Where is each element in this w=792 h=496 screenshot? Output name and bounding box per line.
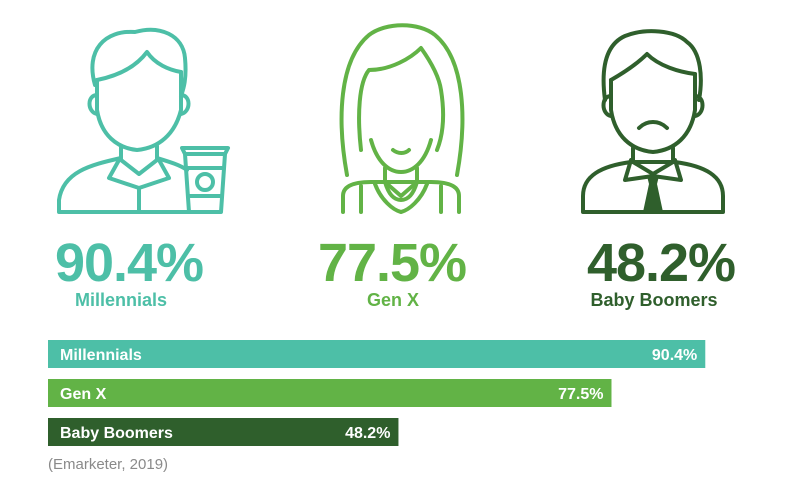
boomers-percentage: 48.2%: [586, 233, 736, 293]
bar-category-label-gen-x: Gen X: [60, 386, 107, 403]
bar-gen-x: [48, 379, 612, 407]
bar-value-label-millennials: 90.4%: [652, 347, 697, 364]
millennial-man-with-coffee-icon: [57, 27, 230, 214]
gen-x-woman-icon: [339, 23, 465, 214]
bar-value-label-baby-boomers: 48.2%: [345, 425, 390, 442]
millennials-label: Millennials: [74, 290, 168, 310]
genx-percentage: 77.5%: [317, 233, 467, 293]
bar-value-label-gen-x: 77.5%: [558, 386, 603, 403]
millennials-percentage: 90.4%: [54, 233, 204, 293]
bar-category-label-millennials: Millennials: [60, 347, 142, 364]
source-note: (Emarketer, 2019): [48, 456, 169, 473]
genx-figure: [281, 0, 521, 225]
bar-category-label-baby-boomers: Baby Boomers: [60, 425, 173, 442]
baby-boomer-man-with-tie-icon: [581, 29, 725, 214]
bar-millennials: [48, 340, 706, 368]
boomers-figure: [535, 0, 775, 225]
genx-label: Gen X: [366, 290, 419, 310]
millennials-figure: [35, 0, 275, 225]
boomers-label: Baby Boomers: [590, 290, 718, 310]
bar-baby-boomers: [48, 418, 399, 446]
